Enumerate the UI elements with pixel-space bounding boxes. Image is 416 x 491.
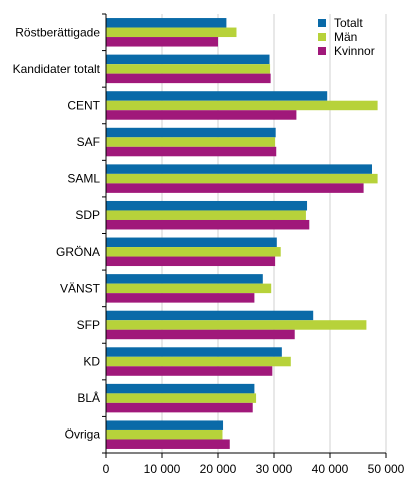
- category-label: Röstberättigade: [15, 25, 100, 39]
- bar: [106, 100, 378, 111]
- legend-swatch: [318, 33, 326, 41]
- category-label: VÄNST: [60, 281, 101, 295]
- bar: [106, 393, 257, 403]
- bar: [106, 274, 263, 284]
- bar: [106, 164, 372, 174]
- bar: [106, 356, 291, 367]
- bar: [106, 439, 230, 449]
- legend-swatch: [318, 47, 326, 55]
- category-label: GRÖNA: [56, 245, 100, 259]
- bar: [106, 18, 227, 28]
- bar: [106, 402, 253, 413]
- bar: [106, 127, 276, 138]
- bar: [106, 293, 255, 303]
- bar: [106, 366, 273, 376]
- bar: [106, 73, 271, 84]
- x-tick-label: 30 000: [256, 462, 293, 476]
- bar: [106, 256, 276, 267]
- bar: [106, 347, 282, 357]
- bar: [106, 320, 367, 330]
- axes: [102, 13, 387, 458]
- grid-lines: [161, 14, 387, 453]
- x-tick-label: 20 000: [200, 462, 237, 476]
- bar: [106, 383, 255, 394]
- category-label: Kandidater totalt: [13, 62, 101, 76]
- legend-label: Kvinnor: [334, 44, 375, 58]
- category-label: SFP: [77, 318, 100, 332]
- bar: [106, 173, 378, 184]
- category-label: BLÅ: [77, 390, 100, 405]
- bar: [106, 146, 277, 157]
- bar: [106, 54, 270, 65]
- legend-label: Män: [334, 30, 357, 44]
- bar: [106, 420, 224, 430]
- bar: [106, 200, 308, 211]
- bar: [106, 237, 277, 248]
- bar: [106, 210, 306, 220]
- bar: [106, 283, 272, 294]
- legend-swatch: [318, 19, 326, 27]
- bar: [106, 183, 364, 193]
- bar: [106, 64, 271, 74]
- bar: [106, 310, 314, 321]
- bar: [106, 429, 223, 440]
- x-tick-label: 40 000: [312, 462, 349, 476]
- bar: [106, 219, 310, 230]
- bar: [106, 329, 295, 340]
- category-label: KD: [83, 355, 100, 369]
- bar: [106, 110, 297, 120]
- category-label: SDP: [75, 208, 100, 222]
- bars: [106, 18, 378, 449]
- bar: [106, 137, 276, 147]
- bar: [106, 37, 218, 47]
- x-tick-label: 0: [103, 462, 110, 476]
- x-tick-label: 50 000: [368, 462, 405, 476]
- bar: [106, 247, 281, 257]
- category-labels: Röstberättigade Kandidater totalt CENT SAF S…: [13, 25, 101, 441]
- category-label: CENT: [67, 98, 100, 112]
- bar: [106, 91, 328, 101]
- x-tick-labels: 0 10 000 20 000 30 000 40 000 50 000: [103, 462, 405, 476]
- legend-label: Totalt: [334, 16, 363, 30]
- category-label: SAF: [77, 135, 100, 149]
- bar: [106, 27, 237, 38]
- x-tick-label: 10 000: [144, 462, 181, 476]
- category-label: Övriga: [65, 428, 101, 442]
- category-label: SAML: [67, 172, 100, 186]
